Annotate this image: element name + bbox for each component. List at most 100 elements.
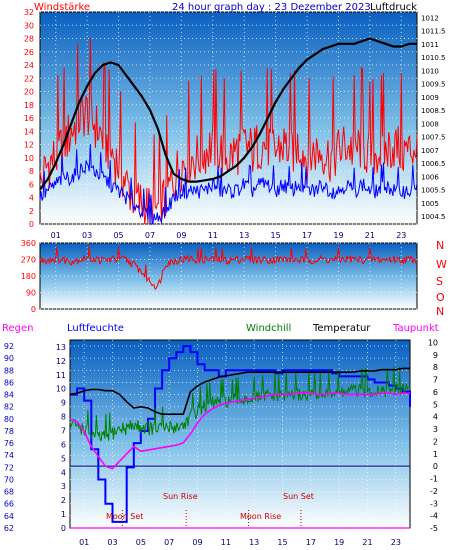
- series-taupunkt-line: [69, 392, 410, 470]
- pressure-y-tick-label: 1004.5: [421, 213, 446, 221]
- wind-y-tick-label: 8: [29, 167, 34, 176]
- humidity-y-tick-label: 78: [4, 427, 14, 436]
- wind-y-tick-label: 28: [24, 35, 34, 44]
- temp-panel-x-tick-label: 19: [334, 538, 344, 547]
- pressure-y-tick-label: 1012: [421, 14, 439, 22]
- rain-y-tick-label: 11: [56, 371, 66, 380]
- humidity-y-tick-label: 84: [4, 391, 14, 400]
- series-luftfeuchte-line: [70, 345, 411, 523]
- wind-y-tick-label: 0: [29, 220, 34, 229]
- direction-y-tick-label: 0: [31, 305, 36, 314]
- temp-panel-x-tick-label: 17: [306, 538, 316, 547]
- temp-panel-x-tick-label: 01: [79, 538, 89, 547]
- series-temperatur-line: [69, 367, 410, 415]
- pressure-y-tick-label: 1007: [421, 147, 439, 155]
- series-windstaerke-line: [39, 37, 418, 225]
- rain-y-tick-label: 5: [61, 454, 66, 463]
- rain-y-tick-label: 7: [61, 427, 66, 436]
- rain-y-tick-label: 10: [56, 385, 66, 394]
- wind-y-tick-label: 20: [24, 88, 34, 97]
- rain-y-tick-label: 2: [61, 496, 66, 505]
- wind-y-tick-label: 10: [24, 154, 34, 163]
- direction-y-tick-label: 180: [21, 272, 36, 281]
- temperature-y-tick-label: 5: [433, 400, 438, 409]
- series-windchill-line: [69, 366, 411, 442]
- header-luftdruck: Luftdruck: [370, 2, 417, 13]
- wind-y-tick-label: 16: [24, 114, 34, 123]
- pressure-y-tick-label: 1006: [421, 173, 439, 181]
- pressure-y-tick-label: 1011: [421, 41, 439, 49]
- humidity-y-tick-label: 72: [4, 463, 14, 472]
- wind-panel-x-tick-label: 23: [396, 231, 406, 240]
- event-moon-set: Moon Set: [106, 512, 143, 521]
- temp-panel-x-tick-label: 13: [249, 538, 259, 547]
- temp-panel-x-tick-label: 21: [362, 538, 372, 547]
- direction-letter-n-bottom: N: [436, 305, 444, 318]
- rain-y-tick-label: 8: [61, 413, 66, 422]
- temp-panel-x-tick-label: 23: [391, 538, 401, 547]
- wind-y-tick-label: 30: [24, 21, 34, 30]
- direction-y-tick-label: 90: [26, 289, 36, 298]
- rain-y-tick-label: 13: [56, 343, 66, 352]
- pressure-y-tick-label: 1011.5: [421, 28, 446, 36]
- wind-y-tick-label: 22: [24, 74, 34, 83]
- direction-letter-w: W: [436, 258, 447, 271]
- header-title: 24 hour graph day : 23 Dezember 2023: [172, 2, 371, 13]
- temp-panel-x-tick-label: 11: [221, 538, 231, 547]
- pressure-y-tick-label: 1005: [421, 200, 439, 208]
- wind-panel-x-tick-label: 09: [176, 231, 186, 240]
- wind-panel-x-tick-label: 19: [333, 231, 343, 240]
- temperature-y-tick-label: 4: [433, 413, 438, 422]
- humidity-y-tick-label: 82: [4, 403, 14, 412]
- rain-y-tick-label: 1: [61, 510, 66, 519]
- humidity-y-tick-label: 62: [4, 524, 14, 533]
- humidity-y-tick-label: 88: [4, 366, 14, 375]
- legend-windchill: Windchill: [246, 323, 291, 334]
- temperature-y-tick-label: -4: [430, 512, 438, 521]
- pressure-y-tick-label: 1008: [421, 120, 439, 128]
- axis-layer: 024681012141618202224262830321004.510051…: [4, 8, 446, 547]
- direction-y-tick-label: 270: [21, 256, 36, 265]
- temperature-y-tick-label: 0: [433, 462, 438, 471]
- temp-panel-x-tick-label: 03: [107, 538, 117, 547]
- pressure-y-tick-label: 1010.5: [421, 54, 446, 62]
- temp-panel-x-tick-label: 07: [164, 538, 174, 547]
- pressure-y-tick-label: 1005.5: [421, 187, 446, 195]
- temperature-y-tick-label: 7: [433, 376, 438, 385]
- wind-panel-x-tick-label: 07: [145, 231, 155, 240]
- humidity-y-tick-label: 70: [4, 475, 14, 484]
- wind-panel-x-tick-label: 15: [271, 231, 281, 240]
- direction-letter-n-top: N: [436, 239, 444, 252]
- humidity-y-tick-label: 74: [4, 451, 14, 460]
- event-sun-set: Sun Set: [283, 492, 314, 501]
- temperature-y-tick-label: 8: [433, 363, 438, 372]
- temperature-y-tick-label: 10: [428, 338, 438, 347]
- wind-panel-x-tick-label: 17: [302, 231, 312, 240]
- pressure-y-tick-label: 1009.5: [421, 81, 446, 89]
- humidity-y-tick-label: 92: [4, 342, 14, 351]
- humidity-y-tick-label: 76: [4, 439, 14, 448]
- wind-panel-x-tick-label: 03: [82, 231, 92, 240]
- wind-panel-x-tick-label: 05: [113, 231, 123, 240]
- rain-y-tick-label: 3: [61, 482, 66, 491]
- temp-panel-x-tick-label: 09: [192, 538, 202, 547]
- rain-y-tick-label: 6: [61, 440, 66, 449]
- humidity-y-tick-label: 68: [4, 488, 14, 497]
- temperature-y-tick-label: -2: [430, 487, 438, 496]
- direction-y-tick-label: 360: [21, 239, 36, 248]
- humidity-y-tick-label: 64: [4, 512, 14, 521]
- wind-panel-x-tick-label: 13: [239, 231, 249, 240]
- humidity-y-tick-label: 66: [4, 500, 14, 509]
- wind-y-tick-label: 4: [29, 194, 34, 203]
- temperature-y-tick-label: 3: [433, 425, 438, 434]
- wind-y-tick-label: 18: [24, 101, 34, 110]
- temperature-y-tick-label: 1: [433, 450, 438, 459]
- rain-y-tick-label: 9: [61, 399, 66, 408]
- temp-panel-bg: [69, 339, 411, 529]
- temperature-y-tick-label: -3: [430, 499, 438, 508]
- wind-y-tick-label: 6: [29, 180, 34, 189]
- direction-letter-s: S: [436, 275, 443, 288]
- series-luftdruck-line: [39, 37, 417, 191]
